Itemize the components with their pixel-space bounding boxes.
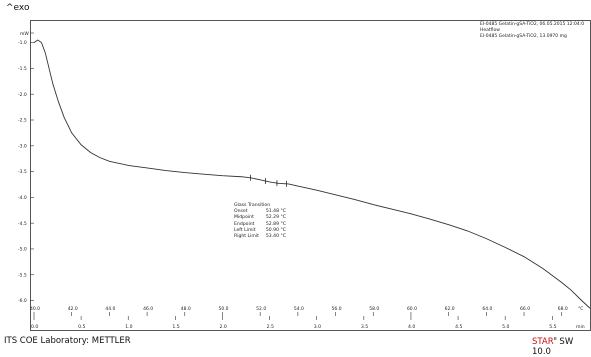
star-brand: STAR	[532, 336, 554, 347]
x-temp-unit: °C	[578, 306, 583, 312]
x-time-unit: min	[576, 324, 585, 330]
x-temp-tick-label: 40.0	[30, 306, 40, 312]
dsc-chart: mW -1.0 -1.5 -2.0 -2.5 -3.0 -3.5 -4.0 -4.5 -5.0 -5…	[18, 31, 591, 330]
annotation-value: 51.48 °C	[265, 209, 286, 215]
lab-label: ITS COE Laboratory: METTLER	[4, 336, 131, 346]
x-time-tick-label: 3.5	[361, 324, 368, 330]
x-time-tick-label: 3.0	[314, 324, 321, 330]
x-temp-tick-label: 58.0	[369, 306, 379, 312]
x-temp-tick-label: 52.0	[256, 306, 266, 312]
y-unit-label: mW	[20, 31, 29, 37]
x-temp-tick-label: 54.0	[294, 306, 304, 312]
annotation-row: Endpoint 52.89 °C	[234, 222, 286, 228]
y-tick-label: -2.5	[18, 118, 27, 124]
y-tick-label: -5.5	[18, 272, 27, 278]
annotation-label: Onset	[234, 209, 248, 215]
annotation-row: Left Limit 50.90 °C	[234, 228, 286, 234]
y-tick-label: -2.0	[18, 92, 27, 98]
chart-frame	[30, 20, 591, 331]
x-temp-tick-label: 42.0	[68, 306, 78, 312]
annotation-label: Right Limit	[234, 234, 259, 240]
y-tick-label: -6.0	[18, 298, 27, 304]
x-temp-tick-label: 64.0	[482, 306, 492, 312]
annotation-value: 52.89 °C	[265, 221, 286, 227]
x-time-tick-label: 4.5	[455, 324, 462, 330]
glass-transition-annotation: Glass Transition Onset 51.48 °C Midpoint 5…	[234, 203, 286, 240]
y-tick-label: -3.5	[18, 169, 27, 175]
y-tick-label: -4.5	[18, 221, 27, 227]
x-temp-tick-label: 66.0	[520, 306, 530, 312]
x-time-tick-label: 2.5	[267, 324, 274, 330]
x-temp-tick-label: 50.0	[218, 306, 228, 312]
heatflow-curve	[33, 39, 591, 309]
x-time-tick-label: 4.0	[408, 324, 415, 330]
annotation-label: Endpoint	[234, 221, 255, 227]
y-tick-label: -1.0	[18, 40, 27, 46]
annotation-value: 50.90 °C	[265, 227, 286, 233]
annotation-row: Midpoint 52.29 °C	[234, 215, 286, 221]
x-temp-tick-label: 56.0	[332, 306, 342, 312]
annotation-value: 53.40 °C	[265, 234, 286, 240]
legend-line: Heatflow	[480, 28, 500, 33]
annotation-value: 52.29 °C	[265, 215, 286, 221]
x-time-tick-label: 5.0	[502, 324, 509, 330]
exo-direction-label: ^exo	[6, 3, 30, 13]
annotation-label: Midpoint	[234, 215, 254, 221]
annotation-row: Right Limit 53.40 °C	[234, 234, 286, 240]
software-label: STARe SW 10.0	[532, 336, 591, 357]
x-temp-tick-label: 48.0	[181, 306, 191, 312]
x-time-tick-label: 2.0	[219, 324, 226, 330]
x-temp-tick-label: 44.0	[105, 306, 115, 312]
legend-line: EI-0485 Gelatin-gSA-TiO2, 13.0970 mg	[480, 34, 567, 39]
annotation-label: Left Limit	[234, 227, 256, 233]
x-time-tick-label: 0.5	[78, 324, 85, 330]
x-time-tick-label: 1.0	[125, 324, 132, 330]
legend-line: EI-0485 Gelatin-gSA-TiO2, 06.05.2015 12:…	[480, 22, 585, 27]
y-tick-label: -5.0	[18, 247, 27, 253]
y-tick-label: -1.5	[18, 66, 27, 72]
y-tick-label: -4.0	[18, 195, 27, 201]
x-temp-tick-label: 46.0	[143, 306, 153, 312]
x-temp-tick-label: 60.0	[407, 306, 417, 312]
x-time-tick-label: 1.5	[172, 324, 179, 330]
x-temp-tick-label: 68.0	[558, 306, 568, 312]
star-superscript: e	[553, 336, 557, 342]
y-tick-label: -3.0	[18, 143, 27, 149]
x-time-tick-label: 5.5	[549, 324, 556, 330]
annotation-row: Onset 51.48 °C	[234, 209, 286, 215]
legend: EI-0485 Gelatin-gSA-TiO2, 06.05.2015 12:…	[480, 22, 584, 40]
annotation-title: Glass Transition	[234, 203, 271, 208]
x-time-tick-label: 0.0	[31, 324, 38, 330]
x-temp-tick-label: 62.0	[445, 306, 455, 312]
